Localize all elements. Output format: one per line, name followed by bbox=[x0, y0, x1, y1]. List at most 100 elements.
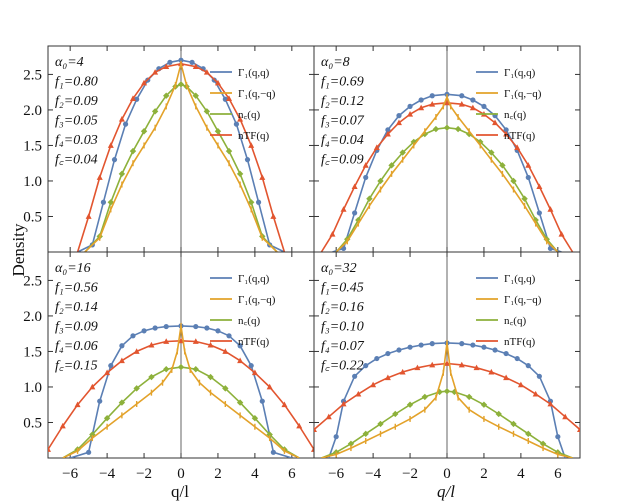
data-point bbox=[329, 231, 336, 237]
data-point bbox=[429, 101, 436, 107]
data-point bbox=[325, 413, 332, 420]
data-point bbox=[59, 422, 66, 429]
data-point bbox=[141, 79, 148, 86]
data-point bbox=[363, 363, 369, 369]
data-point bbox=[226, 333, 232, 339]
data-point bbox=[373, 144, 380, 150]
data-point bbox=[362, 430, 369, 438]
param-label: f₂=0.14 bbox=[55, 300, 98, 315]
data-point bbox=[203, 108, 211, 115]
legend-label: n꜀(q) bbox=[504, 109, 526, 121]
data-point bbox=[558, 231, 565, 237]
data-point bbox=[454, 125, 462, 133]
x-tick-label: −6 bbox=[328, 466, 344, 482]
param-label: α₀=4 bbox=[55, 55, 84, 70]
data-point bbox=[107, 142, 114, 148]
data-point bbox=[163, 366, 170, 373]
data-point bbox=[459, 341, 465, 347]
x-tick-label: −4 bbox=[99, 466, 115, 482]
param-label: f₂=0.16 bbox=[321, 300, 364, 315]
data-point bbox=[133, 348, 140, 354]
param-label: f₃=0.10 bbox=[321, 320, 364, 335]
data-point bbox=[458, 361, 465, 368]
x-axis-label-right: q/l bbox=[437, 482, 455, 501]
x-tick-label: 0 bbox=[443, 466, 451, 482]
param-label: f₁=0.80 bbox=[55, 75, 98, 90]
data-point bbox=[222, 385, 229, 392]
data-point bbox=[178, 57, 184, 63]
data-point bbox=[248, 142, 255, 148]
data-point bbox=[140, 128, 148, 135]
data-point bbox=[259, 398, 265, 404]
data-point bbox=[237, 357, 244, 364]
data-point bbox=[192, 366, 199, 373]
data-point bbox=[377, 420, 384, 428]
y-tick-label: 0.5 bbox=[23, 209, 42, 225]
legend-label: Γ₁(q,q) bbox=[238, 273, 270, 285]
data-point bbox=[222, 348, 229, 354]
data-point bbox=[122, 121, 129, 127]
data-point bbox=[414, 364, 421, 371]
data-point bbox=[370, 381, 377, 388]
data-point bbox=[481, 103, 487, 109]
data-point bbox=[418, 104, 425, 111]
data-point bbox=[492, 347, 498, 353]
data-point bbox=[458, 101, 465, 107]
data-point bbox=[48, 446, 51, 452]
data-point bbox=[207, 341, 214, 348]
param-label: α₀=16 bbox=[55, 261, 91, 276]
data-point bbox=[536, 183, 543, 190]
data-point bbox=[192, 92, 199, 99]
data-point bbox=[395, 119, 402, 126]
data-point bbox=[215, 328, 221, 334]
param-label: f₃=0.09 bbox=[55, 320, 98, 335]
data-point bbox=[562, 413, 569, 420]
data-point bbox=[333, 434, 339, 440]
data-point bbox=[539, 440, 547, 447]
x-tick-label: 6 bbox=[288, 466, 296, 482]
data-point bbox=[444, 99, 450, 106]
data-point bbox=[74, 401, 81, 408]
y-axis-label: Density bbox=[9, 223, 28, 276]
param-label: f꜀=0.04 bbox=[55, 153, 98, 168]
data-point bbox=[418, 342, 424, 348]
x-tick-label: 4 bbox=[251, 466, 259, 482]
data-point bbox=[473, 364, 480, 371]
x-tick-label: −2 bbox=[402, 466, 418, 482]
data-point bbox=[577, 426, 580, 432]
y-tick-label: 1.0 bbox=[23, 380, 42, 396]
legend-label: Γ₁(q,q) bbox=[504, 67, 536, 79]
x-tick-label: 0 bbox=[177, 466, 185, 482]
data-point bbox=[251, 369, 258, 376]
data-point bbox=[503, 374, 510, 381]
data-point bbox=[532, 390, 539, 397]
data-point bbox=[465, 393, 473, 401]
data-point bbox=[97, 398, 103, 404]
legend-label: Γ₁(q,−q) bbox=[238, 294, 276, 306]
data-point bbox=[100, 199, 107, 205]
data-point bbox=[429, 93, 435, 99]
legend-label: nTF(q) bbox=[504, 336, 536, 348]
data-point bbox=[525, 430, 532, 438]
data-point bbox=[525, 162, 532, 168]
data-point bbox=[470, 342, 476, 348]
data-point bbox=[133, 385, 140, 392]
data-point bbox=[118, 399, 126, 406]
data-point bbox=[89, 383, 96, 390]
y-tick-label: 2.0 bbox=[23, 103, 42, 119]
data-point bbox=[510, 177, 517, 185]
data-point bbox=[119, 343, 125, 349]
panel-1: 0.5 1.0 1.5 2.0 2.5 α₀=4 f₁=0.80 f₂=0.09 f₃=0.05… bbox=[23, 45, 315, 253]
data-point bbox=[152, 325, 158, 331]
data-point bbox=[444, 360, 450, 366]
param-label: f₁=0.45 bbox=[321, 281, 364, 296]
data-point bbox=[514, 144, 521, 150]
data-point bbox=[248, 363, 254, 369]
data-point bbox=[480, 401, 488, 408]
data-point bbox=[429, 361, 436, 368]
data-point bbox=[396, 347, 402, 353]
x-tick-label: −2 bbox=[136, 466, 152, 482]
param-label: α₀=32 bbox=[321, 261, 357, 276]
data-point bbox=[514, 355, 520, 362]
